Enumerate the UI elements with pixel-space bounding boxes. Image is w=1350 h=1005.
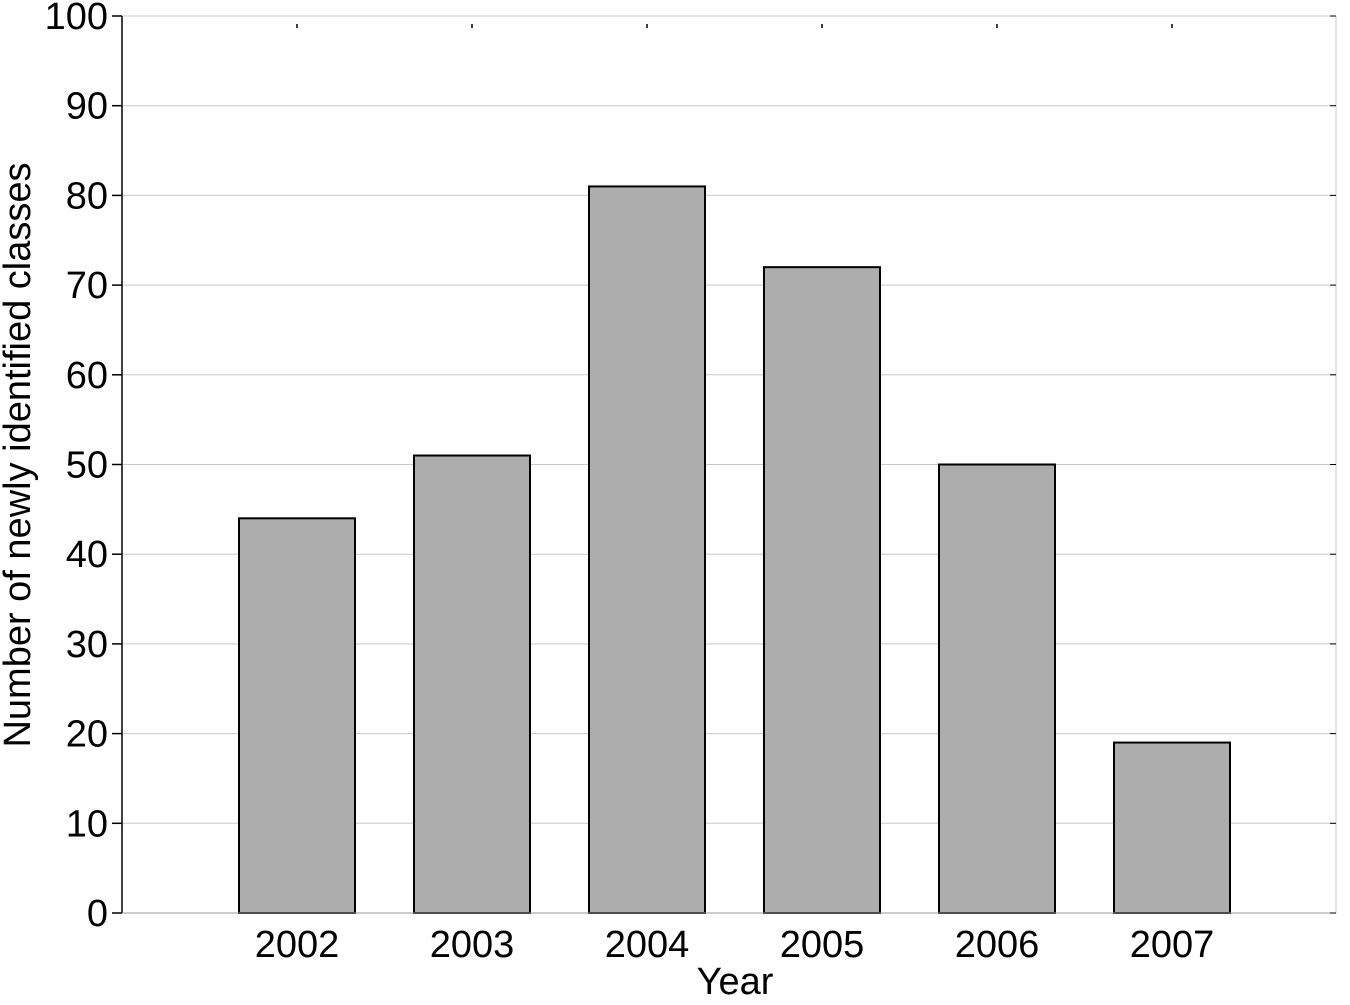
y-tick-label: 100 (45, 0, 108, 38)
x-tick-label: 2006 (955, 924, 1040, 966)
x-tick-label: 2005 (780, 924, 865, 966)
y-tick-label: 90 (66, 86, 108, 128)
bar-2005 (763, 266, 881, 915)
bars-layer (238, 185, 1231, 915)
y-tick-label: 50 (66, 445, 108, 487)
y-axis-label: Number of newly identified classes (0, 162, 39, 747)
x-tick-label: 2002 (255, 924, 340, 966)
y-tick-label: 20 (66, 714, 108, 756)
x-tick-label: 2007 (1130, 924, 1215, 966)
x-tick-labels: 2002 2003 2004 2005 2006 2007 (255, 924, 1215, 966)
y-tick-label: 30 (66, 624, 108, 666)
x-axis-label: Year (697, 961, 774, 1000)
bar-2004 (588, 185, 706, 914)
y-tick-label: 40 (66, 534, 108, 576)
x-tick-label: 2003 (430, 924, 515, 966)
y-tick-label: 10 (66, 803, 108, 845)
y-tick-label: 0 (87, 893, 108, 935)
y-tick-labels: 0 10 20 30 40 50 60 70 80 90 100 (45, 0, 1336, 935)
y-tick-label: 80 (66, 175, 108, 217)
x-tick-label: 2004 (605, 924, 690, 966)
bar-2002 (238, 517, 356, 914)
y-tick-label: 60 (66, 355, 108, 397)
bar-2007 (1113, 741, 1231, 914)
bar-2003 (413, 454, 531, 914)
y-tick-label: 70 (66, 265, 108, 307)
bar-2006 (938, 463, 1056, 914)
